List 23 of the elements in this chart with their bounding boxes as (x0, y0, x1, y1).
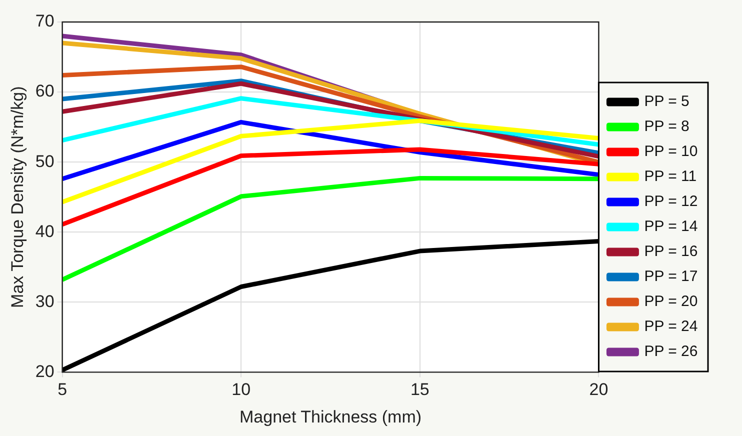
x-axis-title: Magnet Thickness (mm) (240, 407, 422, 426)
x-tick-label: 10 (232, 380, 251, 400)
legend-label: PP = 11 (644, 168, 697, 186)
x-tick-label: 15 (410, 380, 430, 400)
legend-label: PP = 8 (644, 118, 690, 136)
y-axis-title: Max Torque Density (N*m/kg) (8, 86, 27, 308)
y-tick-label: 30 (35, 292, 54, 311)
y-tick-label: 60 (35, 82, 54, 101)
legend-label: PP = 10 (644, 143, 698, 160)
y-tick-label: 70 (35, 12, 54, 31)
legend-label: PP = 5 (644, 93, 690, 110)
legend-label: PP = 17 (644, 268, 698, 286)
x-tick-label: 5 (58, 380, 68, 400)
legend-label: PP = 14 (644, 218, 698, 236)
legend-label: PP = 12 (644, 193, 698, 210)
y-tick-label: 40 (35, 222, 54, 241)
legend-label: PP = 16 (644, 243, 698, 260)
legend-label: PP = 20 (644, 293, 698, 310)
y-tick-label: 20 (35, 362, 54, 381)
legend-label: PP = 24 (644, 318, 698, 336)
legend-label: PP = 26 (644, 343, 698, 360)
x-tick-label: 20 (589, 380, 608, 400)
y-tick-label: 50 (35, 152, 54, 171)
